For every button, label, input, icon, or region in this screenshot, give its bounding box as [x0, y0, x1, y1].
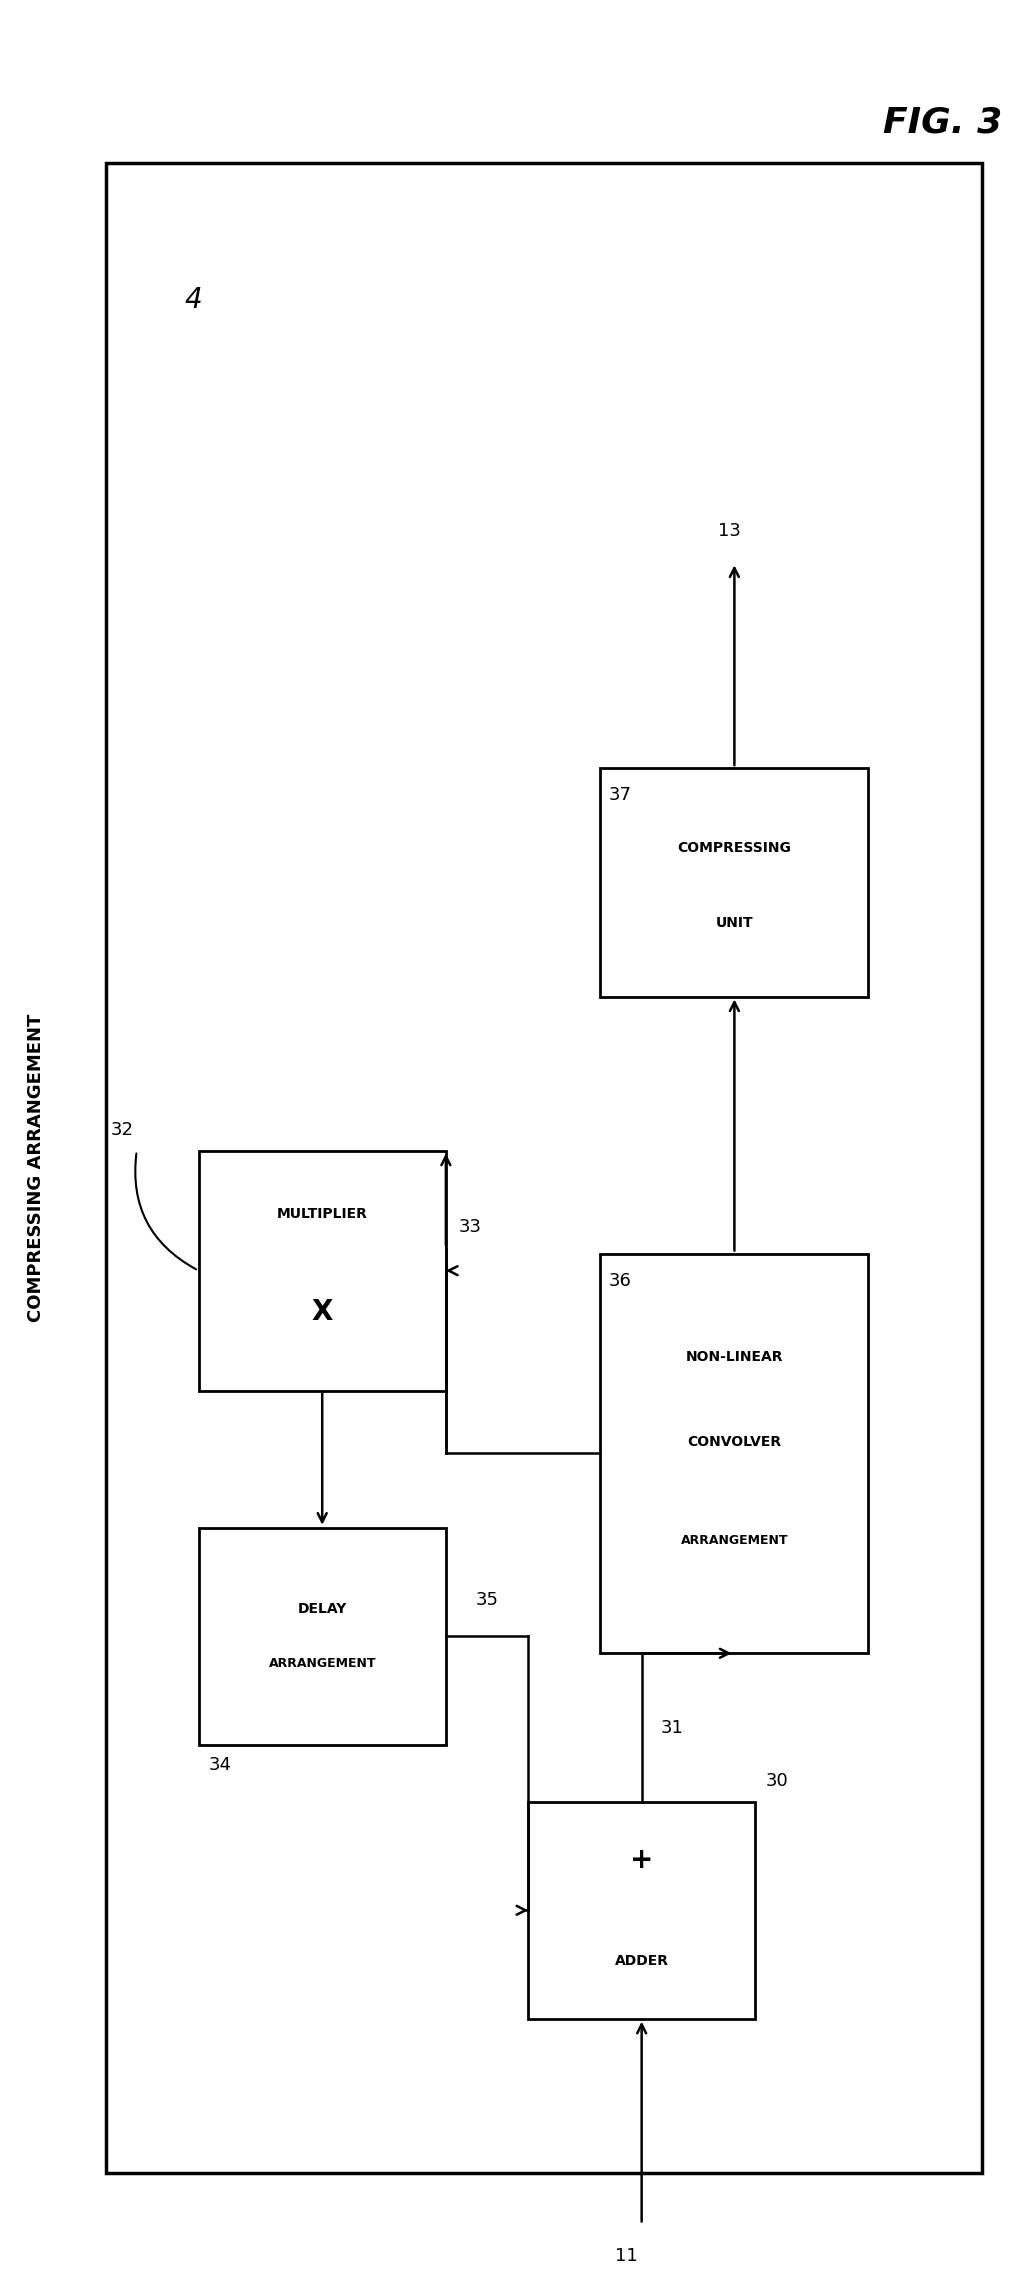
- Text: 33: 33: [458, 1218, 482, 1237]
- Text: UNIT: UNIT: [716, 916, 753, 930]
- Text: 35: 35: [476, 1592, 498, 1610]
- Text: 36: 36: [609, 1271, 632, 1289]
- Text: 32: 32: [111, 1122, 134, 1140]
- Bar: [528, 1802, 755, 2020]
- Text: CONVOLVER: CONVOLVER: [687, 1436, 781, 1450]
- Text: 30: 30: [766, 1772, 788, 1791]
- Text: MULTIPLIER: MULTIPLIER: [277, 1207, 368, 1221]
- Text: 4: 4: [184, 286, 202, 314]
- Text: FIG. 3: FIG. 3: [883, 105, 1002, 140]
- Bar: [601, 1253, 868, 1653]
- Bar: [106, 163, 982, 2173]
- Bar: [199, 1527, 445, 1745]
- Text: DELAY: DELAY: [297, 1601, 347, 1617]
- Text: 34: 34: [209, 1756, 232, 1775]
- Text: COMPRESSING ARRANGEMENT: COMPRESSING ARRANGEMENT: [27, 1014, 45, 1321]
- Text: ADDER: ADDER: [614, 1953, 668, 1967]
- Text: X: X: [312, 1298, 333, 1326]
- Text: +: +: [630, 1846, 654, 1873]
- Text: ARRANGEMENT: ARRANGEMENT: [268, 1658, 376, 1669]
- Text: NON-LINEAR: NON-LINEAR: [686, 1351, 783, 1365]
- Text: 13: 13: [718, 522, 741, 540]
- Text: COMPRESSING: COMPRESSING: [678, 840, 792, 854]
- Text: 11: 11: [614, 2246, 637, 2265]
- Text: 37: 37: [609, 785, 632, 804]
- Bar: [601, 767, 868, 996]
- Text: ARRANGEMENT: ARRANGEMENT: [681, 1534, 788, 1546]
- Bar: [199, 1150, 445, 1390]
- Text: 31: 31: [660, 1718, 683, 1736]
